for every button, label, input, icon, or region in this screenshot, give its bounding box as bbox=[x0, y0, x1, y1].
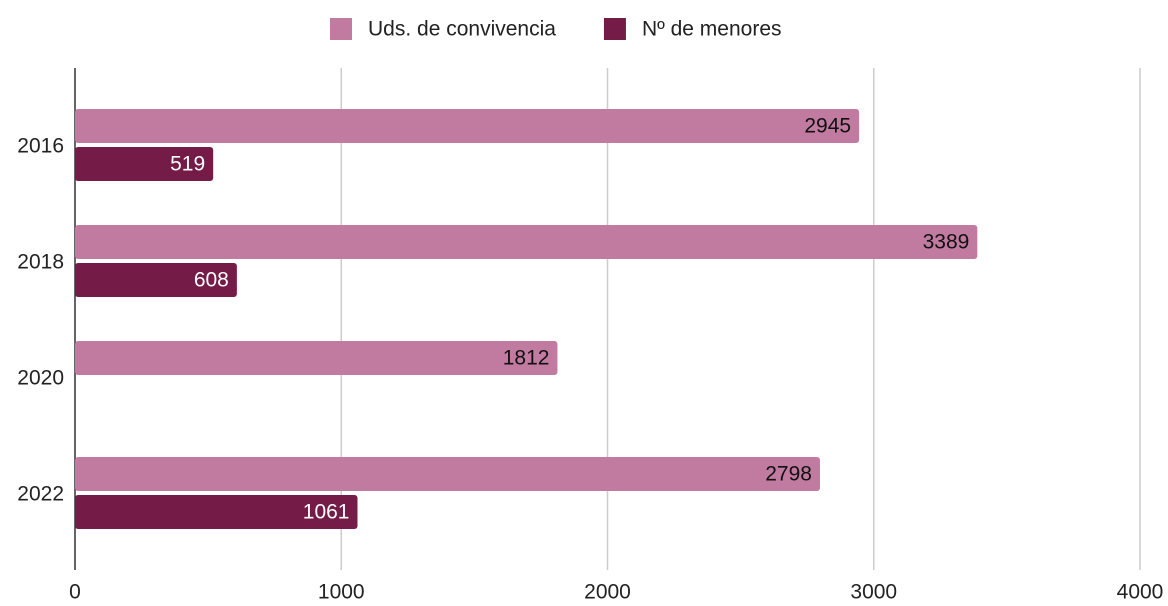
bar bbox=[75, 147, 214, 181]
bar bbox=[75, 341, 558, 375]
bar bbox=[75, 263, 237, 297]
x-tick-label: 4000 bbox=[1117, 581, 1164, 604]
data-label: 2945 bbox=[804, 115, 851, 138]
legend-label: Uds. de convivencia bbox=[368, 18, 556, 41]
legend-swatch bbox=[603, 18, 626, 40]
y-tick-label: 2016 bbox=[17, 135, 64, 158]
legend-label: Nº de menores bbox=[642, 18, 782, 41]
bar bbox=[75, 457, 820, 491]
bar bbox=[75, 109, 860, 143]
data-label: 3389 bbox=[923, 231, 970, 254]
data-label: 519 bbox=[170, 153, 205, 176]
y-tick-label: 2018 bbox=[17, 251, 64, 274]
data-label: 1061 bbox=[303, 501, 350, 524]
legend-swatch bbox=[330, 18, 352, 40]
data-label: 1812 bbox=[503, 347, 550, 370]
y-tick-label: 2020 bbox=[17, 367, 64, 390]
x-tick-label: 0 bbox=[69, 581, 81, 604]
x-tick-label: 1000 bbox=[318, 581, 365, 604]
y-tick-label: 2022 bbox=[17, 483, 64, 506]
data-label: 2798 bbox=[765, 463, 812, 486]
bar bbox=[75, 225, 978, 259]
x-tick-label: 2000 bbox=[584, 581, 631, 604]
data-label: 608 bbox=[194, 269, 229, 292]
bar bbox=[75, 495, 358, 529]
x-tick-label: 3000 bbox=[850, 581, 897, 604]
